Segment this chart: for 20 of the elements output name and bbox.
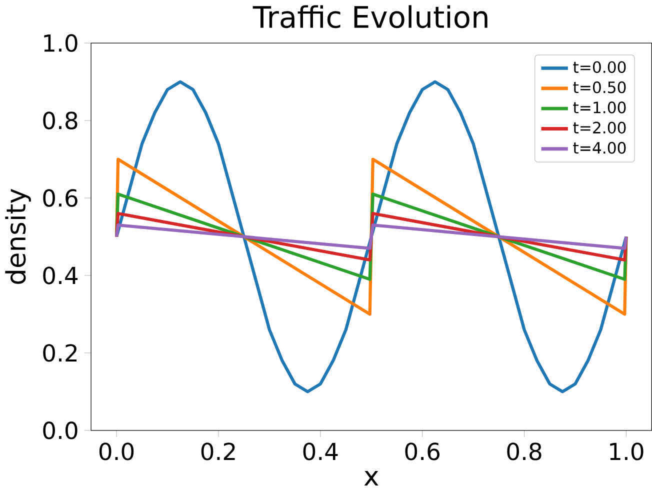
x-tick-label: 0.8 — [507, 442, 542, 460]
x-tick-label: 0.2 — [201, 442, 235, 460]
x-axis-title: x — [364, 471, 378, 486]
x-tick-label: 1.0 — [610, 442, 644, 460]
x-tick-label: 0.4 — [303, 442, 338, 460]
legend-label: t=0.50 — [573, 82, 626, 94]
x-tick-label: 0.6 — [405, 442, 440, 460]
y-tick-label: 0.4 — [43, 266, 78, 284]
legend-label: t=0.00 — [573, 61, 626, 74]
y-tick-label: 1.0 — [44, 34, 78, 52]
legend-label: t=4.00 — [573, 142, 626, 154]
y-tick-label: 0.2 — [43, 344, 77, 362]
x-tick-label: 0.0 — [99, 442, 134, 460]
y-tick-label: 0.0 — [43, 422, 78, 440]
chart-title: Traffic Evolution — [252, 5, 488, 28]
y-axis-title: density — [5, 188, 31, 284]
y-tick-label: 0.8 — [43, 112, 78, 130]
legend-label: t=1.00 — [573, 102, 626, 114]
y-tick-label: 0.6 — [43, 189, 78, 207]
legend-label: t=2.00 — [573, 122, 626, 134]
